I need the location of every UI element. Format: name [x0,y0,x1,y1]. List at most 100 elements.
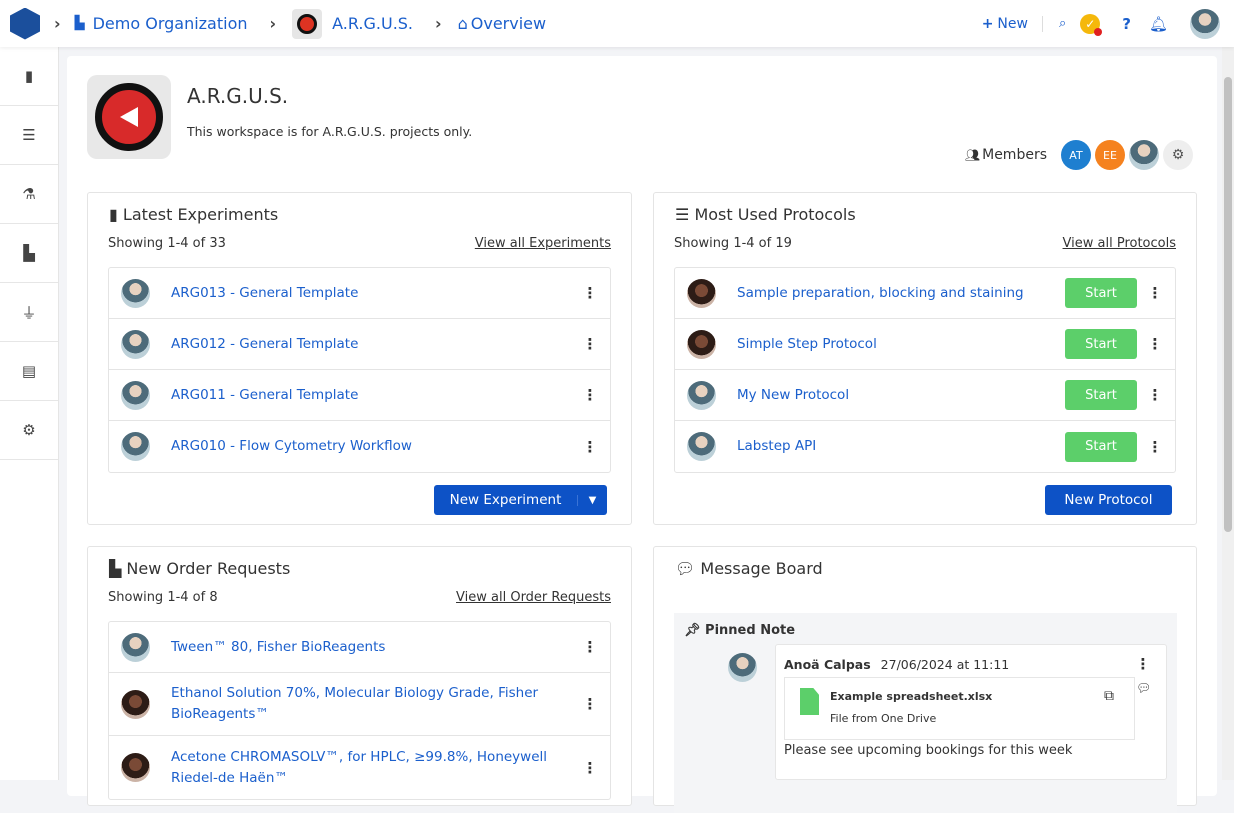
list-item[interactable]: My New Protocol Start ⋮ [675,370,1175,421]
avatar [121,689,150,719]
breadcrumb-workspace[interactable]: A.R.G.U.S. [292,8,413,39]
chevron-right-icon: › [435,14,442,33]
list-item[interactable]: ARG013 - General Template ⋮ [109,268,610,319]
avatar [687,329,716,359]
card-title: ☰ Most Used Protocols [675,205,856,224]
avatar [121,278,150,308]
sidebar-item-protocols[interactable]: ☰ [0,106,58,165]
file-attachment[interactable]: Example spreadsheet.xlsx File from One D… [784,677,1135,740]
scrollbar-thumb[interactable] [1224,77,1232,532]
view-all-experiments-link[interactable]: View all Experiments [474,236,611,251]
more-options-icon[interactable]: ⋮ [582,638,598,656]
more-options-icon[interactable]: ⋮ [1135,655,1151,673]
start-button[interactable]: Start [1065,278,1137,308]
more-options-icon[interactable]: ⋮ [582,758,598,777]
author-name[interactable]: Anoä Calpas [784,657,871,672]
showing-count: Showing 1-4 of 19 [674,236,792,251]
list-item[interactable]: Sample preparation, blocking and stainin… [675,268,1175,319]
comments-icon: 💬︎ [675,559,696,578]
pinned-note-section: 📌︎ Pinned Note Anoä Calpas 27/06/2024 at… [674,613,1177,813]
spreadsheet-file-icon [800,688,819,715]
tasks-list-icon: ☰ [675,205,690,224]
more-options-icon[interactable]: ⋮ [582,437,598,456]
file-source: File from One Drive [830,712,937,725]
caret-down-icon[interactable]: ▼ [577,494,607,506]
app-logo[interactable] [10,7,40,40]
members-settings-icon[interactable]: ⚙ [1163,140,1193,170]
help-icon[interactable]: ? [1122,14,1131,33]
more-options-icon[interactable]: ⋮ [1147,335,1163,353]
tasks-list-icon: ☰ [22,126,36,144]
list-item[interactable]: Ethanol Solution 70%, Molecular Biology … [109,673,610,736]
list-item[interactable]: ARG012 - General Template ⋮ [109,319,610,370]
sidebar-item-experiments[interactable]: ▮ [0,47,58,106]
home-icon: ⌂ [457,14,468,33]
sidebar-item-settings[interactable]: ⚙ [0,401,58,460]
search-icon[interactable]: ⌕ [1058,16,1067,31]
chevron-right-icon: › [54,14,61,33]
dolly-icon: ▙ [23,244,35,262]
chevron-right-icon: › [269,14,277,33]
avatar [687,380,716,410]
sitemap-icon: ▙ [74,16,85,31]
file-name[interactable]: Example spreadsheet.xlsx [830,690,993,703]
members-section: 👥︎ Members AT EE ⚙ [965,140,1193,170]
more-options-icon[interactable]: ⋮ [1147,437,1163,456]
more-options-icon[interactable]: ⋮ [582,386,598,404]
latest-experiments-card: ▮ Latest Experiments Showing 1-4 of 33 V… [87,192,632,525]
more-options-icon[interactable]: ⋮ [582,284,598,302]
reply-comments-icon[interactable]: 💬︎ [1136,681,1152,695]
tasks-icon[interactable]: ✓ [1080,13,1103,36]
note-body: Please see upcoming bookings for this we… [784,743,1073,758]
protocols-list: Sample preparation, blocking and stainin… [674,267,1176,473]
bell-icon[interactable]: 🔔︎ [1148,14,1168,33]
breadcrumb-overview[interactable]: ⌂ Overview [457,14,547,33]
more-options-icon[interactable]: ⋮ [1147,284,1163,302]
external-link-icon[interactable]: ⧉ [1104,688,1114,704]
more-options-icon[interactable]: ⋮ [582,335,598,353]
avatar [121,329,150,359]
pinned-note-label: 📌︎ Pinned Note [684,623,796,638]
member-avatar[interactable] [1129,140,1159,170]
view-all-order-requests-link[interactable]: View all Order Requests [456,590,611,605]
plug-icon: ⏚ [21,303,37,322]
start-button[interactable]: Start [1065,431,1137,462]
scrollbar[interactable] [1222,47,1234,780]
avatar [687,432,716,461]
more-options-icon[interactable]: ⋮ [1147,386,1163,404]
sidebar-item-reports[interactable]: ▤ [0,342,58,401]
sidebar-item-devices[interactable]: ⏚ [0,283,58,342]
new-protocol-button[interactable]: New Protocol [1045,485,1172,515]
member-avatar[interactable]: EE [1095,140,1125,170]
workspace-title: A.R.G.U.S. [187,84,289,108]
new-button[interactable]: + New [982,15,1043,32]
avatar [121,753,150,782]
avatar [121,632,150,662]
more-options-icon[interactable]: ⋮ [582,695,598,713]
member-avatar[interactable]: AT [1061,140,1091,170]
sidebar-item-orders[interactable]: ▙ [0,224,58,283]
list-item[interactable]: ARG010 - Flow Cytometry Workflow ⋮ [109,421,610,472]
start-button[interactable]: Start [1065,329,1137,359]
sidebar-item-resources[interactable]: ⚗ [0,165,58,224]
list-item[interactable]: Labstep API Start ⋮ [675,421,1175,472]
view-all-protocols-link[interactable]: View all Protocols [1062,236,1176,251]
new-order-requests-card: ▙ New Order Requests Showing 1-4 of 8 Vi… [87,546,632,806]
breadcrumb-organization[interactable]: ▙ Demo Organization [74,14,248,33]
list-item[interactable]: ARG011 - General Template ⋮ [109,370,610,421]
book-icon: ▮ [109,205,118,224]
user-avatar[interactable] [1190,8,1220,39]
list-item[interactable]: Tween™ 80, Fisher BioReagents ⋮ [109,622,610,673]
new-experiment-button[interactable]: New Experiment ▼ [434,485,607,515]
note-card: Anoä Calpas 27/06/2024 at 11:11 Example … [775,644,1167,780]
avatar [121,380,150,410]
author-avatar [728,653,757,682]
showing-count: Showing 1-4 of 33 [108,236,226,251]
card-title: ▮ Latest Experiments [109,205,279,224]
start-button[interactable]: Start [1065,380,1137,410]
book-icon: ▮ [24,67,34,85]
list-item[interactable]: Simple Step Protocol Start ⋮ [675,319,1175,370]
list-item[interactable]: Acetone CHROMASOLV™, for HPLC, ≥99.8%, H… [109,736,610,799]
message-board-card: 💬︎ Message Board 📌︎ Pinned Note Anoä Cal… [653,546,1197,813]
file-icon: ▤ [21,362,37,380]
